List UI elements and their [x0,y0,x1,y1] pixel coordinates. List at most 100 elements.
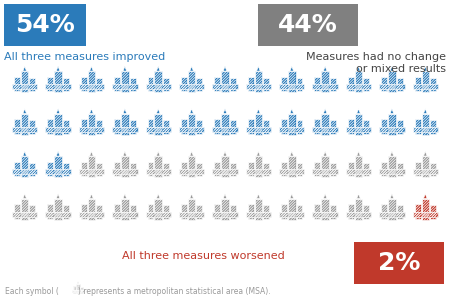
Polygon shape [423,66,427,71]
Bar [297,120,302,134]
Bar [263,206,269,219]
Bar [45,127,71,132]
Polygon shape [23,109,27,114]
Polygon shape [290,109,294,114]
Bar [379,212,405,217]
Text: Measures had no change
or mixed results: Measures had no change or mixed results [306,52,446,74]
Bar [79,85,104,89]
Bar [255,71,262,92]
Bar [414,162,420,176]
Polygon shape [323,194,327,199]
Bar [397,78,403,91]
Polygon shape [23,194,27,199]
Polygon shape [77,282,79,284]
Polygon shape [423,151,427,156]
Bar [181,77,187,92]
Bar [154,114,162,135]
Bar [76,284,80,293]
Bar [73,286,76,293]
Bar [121,156,129,178]
Bar [163,120,169,134]
Bar [81,162,87,176]
Bar [315,119,320,134]
Bar [381,162,387,176]
Polygon shape [423,194,427,199]
Bar [79,169,104,174]
Bar [54,114,62,135]
Bar [196,163,202,176]
Bar [315,162,320,176]
Bar [112,169,138,174]
Bar [388,199,396,220]
Bar [355,156,362,178]
Bar [96,78,102,91]
Bar [346,169,371,174]
Bar [130,163,135,176]
Bar [297,78,302,91]
Bar [30,163,36,176]
Bar [188,156,195,178]
Bar [281,162,287,176]
Polygon shape [190,109,194,114]
Bar [47,162,53,176]
Bar [12,212,37,217]
Bar [221,156,229,178]
Polygon shape [56,109,60,114]
Bar [221,199,229,220]
Polygon shape [190,151,194,156]
Bar [255,114,262,135]
Bar [81,119,87,134]
Bar [81,204,87,219]
Bar [45,85,71,89]
Text: 2%: 2% [378,251,420,275]
Bar [321,156,329,178]
Bar [381,204,387,219]
Bar [388,156,396,178]
Bar [4,4,86,46]
Bar [330,78,336,91]
Bar [12,169,37,174]
Bar [255,156,262,178]
Bar [430,120,436,134]
Polygon shape [390,151,394,156]
Polygon shape [423,109,427,114]
Bar [212,169,238,174]
Bar [355,71,362,92]
Polygon shape [190,194,194,199]
Bar [381,77,387,92]
Bar [363,78,369,91]
Bar [363,206,369,219]
Bar [30,206,36,219]
Bar [279,85,305,89]
Polygon shape [23,66,27,71]
Bar [363,120,369,134]
Bar [72,290,84,292]
Bar [88,114,95,135]
Bar [388,114,396,135]
Bar [163,78,169,91]
Bar [430,206,436,219]
Bar [148,119,153,134]
Bar [346,212,371,217]
Bar [430,163,436,176]
Bar [281,119,287,134]
Bar [30,120,36,134]
Polygon shape [23,151,27,156]
Bar [21,156,28,178]
Bar [330,120,336,134]
Bar [96,120,102,134]
Bar [63,163,69,176]
Bar [248,77,254,92]
Bar [212,85,238,89]
Bar [79,127,104,132]
Bar [63,120,69,134]
Bar [47,77,53,92]
Bar [154,156,162,178]
Bar [230,78,236,91]
Bar [154,71,162,92]
Bar [96,163,102,176]
Bar [114,119,120,134]
Bar [230,206,236,219]
Bar [422,114,429,135]
Bar [413,169,438,174]
